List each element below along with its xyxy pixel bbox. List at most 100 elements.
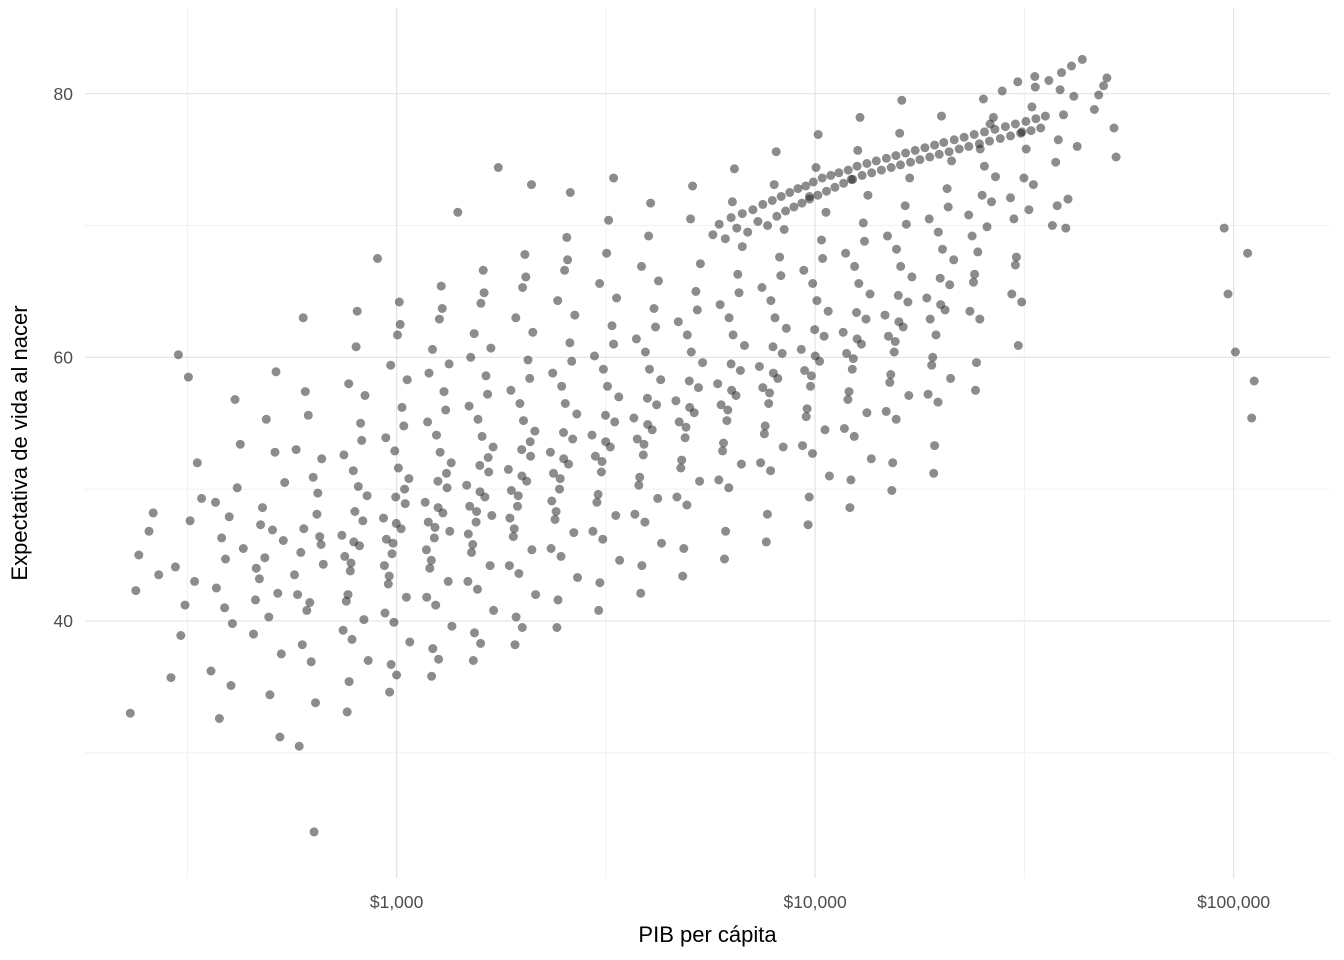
data-point [559, 454, 569, 464]
data-point [176, 631, 186, 640]
data-point [385, 687, 395, 697]
data-point [737, 242, 747, 252]
data-point [549, 468, 558, 478]
data-point [148, 508, 158, 518]
data-point [562, 232, 572, 242]
x-axis-tick-labels: $1,000 $10,000 $100,000 [370, 892, 1270, 912]
data-point [601, 437, 611, 447]
data-point [776, 192, 786, 201]
x-tick-label: $1,000 [370, 892, 424, 912]
data-point [871, 156, 881, 166]
data-point [767, 196, 777, 205]
data-point [293, 590, 303, 600]
data-point [392, 670, 402, 680]
data-point [515, 399, 525, 408]
data-point [883, 231, 892, 241]
data-point [125, 708, 135, 718]
data-point [436, 281, 446, 291]
data-point [817, 235, 826, 245]
data-point [785, 188, 795, 197]
data-point [720, 554, 729, 564]
data-point [570, 310, 580, 320]
data-point [796, 344, 806, 354]
data-point [852, 308, 861, 317]
data-point [715, 300, 725, 310]
data-point [387, 549, 397, 559]
data-point [594, 605, 604, 615]
data-point [357, 435, 367, 445]
data-point [967, 231, 977, 241]
data-point [1036, 123, 1046, 133]
data-point [525, 373, 535, 383]
data-point [597, 457, 607, 466]
data-point [388, 538, 398, 548]
grid-major-lines [85, 8, 1330, 878]
data-point [801, 412, 811, 422]
data-point [276, 649, 286, 659]
data-point [636, 588, 646, 598]
data-point [637, 561, 647, 571]
data-point [886, 370, 896, 379]
data-point [442, 483, 452, 493]
data-point [352, 306, 362, 316]
data-point [987, 197, 996, 207]
data-point [843, 395, 853, 404]
data-point [344, 379, 354, 389]
data-point [766, 466, 776, 476]
data-point [467, 547, 476, 557]
data-point [308, 472, 318, 482]
data-point [819, 331, 829, 341]
data-point [886, 163, 896, 172]
data-point [686, 214, 696, 224]
data-point [1030, 82, 1040, 92]
data-point [1102, 73, 1112, 83]
data-point [768, 368, 778, 378]
data-point [881, 406, 891, 416]
data-point [1109, 123, 1119, 133]
data-point [254, 574, 264, 584]
data-point [476, 298, 486, 308]
data-point [759, 429, 769, 439]
data-point [258, 503, 267, 513]
data-point [346, 558, 356, 568]
data-point [736, 459, 746, 469]
data-point [211, 583, 221, 593]
data-point [954, 144, 964, 154]
data-point [513, 501, 522, 511]
data-point [393, 463, 403, 473]
data-point [930, 140, 940, 150]
data-point [945, 280, 955, 290]
data-point [743, 227, 753, 237]
data-point [1072, 141, 1082, 151]
data-point [639, 439, 649, 449]
data-point [510, 640, 520, 650]
data-point [737, 209, 747, 219]
data-point [434, 314, 444, 324]
y-tick-label: 60 [54, 347, 74, 367]
data-point [897, 95, 907, 105]
data-point [726, 359, 736, 369]
data-point [758, 383, 768, 393]
data-point [1059, 110, 1068, 120]
data-point [854, 279, 864, 288]
data-point [922, 293, 932, 303]
data-point [470, 628, 479, 638]
data-point [475, 460, 485, 470]
data-point [1053, 135, 1063, 145]
data-point [358, 516, 368, 526]
data-point [866, 454, 876, 464]
data-point [637, 261, 646, 271]
data-point [654, 276, 663, 286]
data-point [217, 533, 227, 543]
data-point [883, 331, 893, 341]
x-axis-title: PIB per cápita [638, 922, 777, 947]
data-point [1243, 248, 1253, 258]
data-point [970, 269, 980, 279]
data-point [684, 376, 694, 386]
data-point [232, 483, 242, 493]
data-point [931, 330, 941, 340]
data-point [1052, 201, 1062, 211]
data-point [381, 534, 391, 544]
data-point [429, 533, 439, 543]
